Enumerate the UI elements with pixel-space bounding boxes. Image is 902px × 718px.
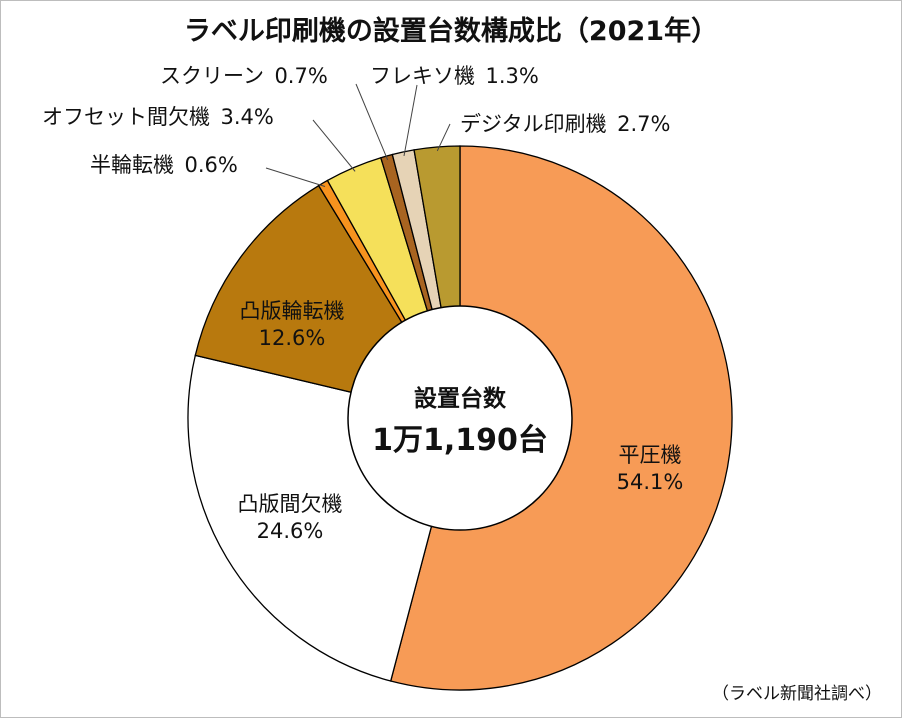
center-value: 1万1,190台 — [372, 423, 548, 458]
slice-label-name-2: 凸版間欠機 — [238, 492, 343, 516]
slice-label-5: オフセット間欠機 3.4% — [42, 105, 274, 129]
slice-label-name-3: 凸版輪転機 — [240, 299, 345, 323]
leader-line-6 — [355, 83, 389, 161]
slice-label-value-1: 54.1% — [617, 470, 684, 494]
slice-labels: 平圧機 54.1% 凸版間欠機 24.6% 凸版輪転機 12.6% 半輪転機 0.6% オフセ… — [42, 64, 683, 543]
slice-label-4: 半輪転機 0.6% — [90, 153, 238, 177]
slice-label-value-3: 12.6% — [259, 326, 326, 350]
leader-line-4 — [265, 167, 326, 187]
leader-line-5 — [312, 119, 356, 172]
leader-lines — [265, 83, 451, 187]
leader-line-8 — [436, 123, 451, 152]
leader-line-7 — [403, 84, 418, 157]
slice-label-7: フレキソ機 1.3% — [370, 64, 539, 88]
chart-title: ラベル印刷機の設置台数構成比（2021年） — [184, 15, 718, 47]
center-label: 設置台数 — [414, 385, 507, 412]
slice-label-8: デジタル印刷機 2.7% — [460, 112, 670, 136]
slice-label-name-1: 平圧機 — [619, 443, 682, 467]
donut-hole — [347, 305, 573, 531]
slice-label-6: スクリーン 0.7% — [160, 64, 328, 88]
source-note: （ラベル新聞社調べ） — [712, 684, 882, 704]
slice-label-value-2: 24.6% — [257, 519, 324, 543]
